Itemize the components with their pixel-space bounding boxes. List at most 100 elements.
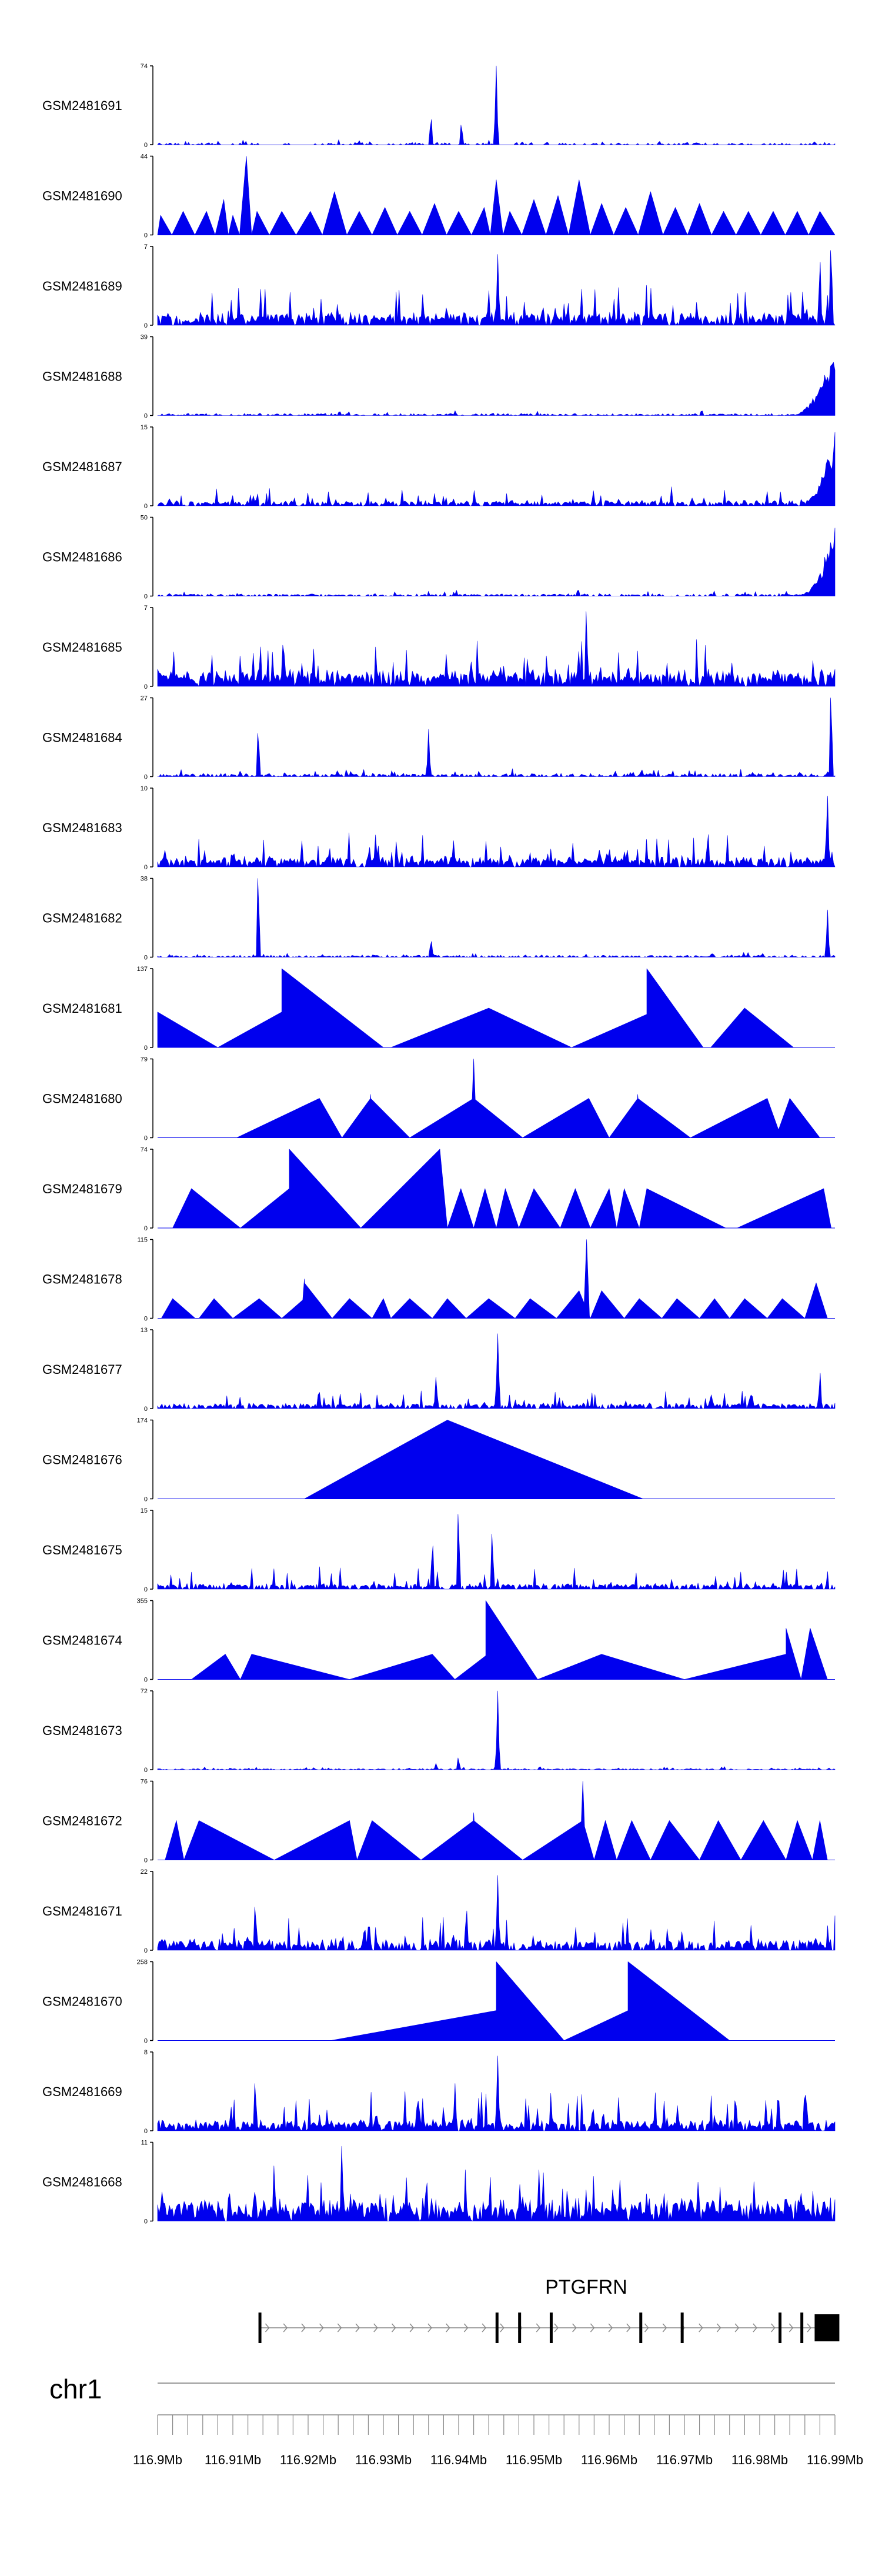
signal-segment — [213, 1298, 233, 1319]
signal-segment — [409, 1098, 474, 1138]
y-min-label: 0 — [144, 1857, 148, 1864]
signal-segment — [767, 1298, 783, 1319]
signal-segment — [533, 1188, 561, 1229]
signal-segment — [616, 1188, 624, 1229]
y-max-label: 76 — [141, 1778, 148, 1786]
strand-arrow-icon — [554, 2323, 559, 2333]
y-max-label: 72 — [141, 1688, 148, 1695]
y-max-label: 50 — [141, 515, 148, 522]
track-GSM2481678: GSM2481678 115 0 — [42, 1237, 835, 1323]
y-min-label: 0 — [144, 413, 148, 420]
y-min-label: 0 — [144, 2128, 148, 2135]
signal-segment — [281, 1298, 305, 1319]
strand-arrow-icon — [427, 2323, 432, 2333]
strand-arrow-icon — [337, 2323, 342, 2333]
signal-segment — [639, 1298, 662, 1319]
strand-arrow-icon — [536, 2323, 541, 2333]
signal-segment — [349, 1298, 373, 1319]
strand-arrow-icon — [644, 2323, 649, 2333]
signal-segment — [191, 1654, 226, 1680]
signal-segment — [349, 1654, 433, 1680]
track-GSM2481686: GSM2481686 50 0 — [42, 515, 836, 600]
signal-segment — [370, 1098, 410, 1138]
strand-arrow-icon — [716, 2323, 721, 2333]
track-GSM2481679: GSM2481679 74 0 — [42, 1146, 835, 1232]
signal-segment — [609, 1188, 617, 1229]
y-max-label: 38 — [141, 876, 148, 883]
signal-segment — [767, 1098, 779, 1138]
signal-segment — [383, 1298, 392, 1319]
y-max-label: 10 — [141, 785, 148, 792]
signal-segment — [669, 1820, 700, 1860]
signal-segment — [530, 1298, 557, 1319]
signal-segment — [684, 1654, 787, 1680]
y-min-label: 0 — [144, 774, 148, 781]
signal-segment — [616, 1820, 632, 1860]
signal-segment — [624, 1298, 640, 1319]
signal-segment — [319, 1098, 342, 1138]
signal-segment — [575, 1188, 591, 1229]
signal-segment — [447, 1298, 467, 1319]
x-tick-label: 116.95Mb — [506, 2452, 562, 2467]
signal-segment — [605, 1820, 617, 1860]
signal-peak — [157, 215, 172, 235]
y-max-label: 174 — [137, 1417, 148, 1424]
signal-segment — [218, 1012, 282, 1048]
track-label: GSM2481688 — [42, 369, 122, 384]
signal-area — [157, 432, 836, 506]
y-min-label: 0 — [144, 2218, 148, 2225]
y-max-label: 15 — [141, 1507, 148, 1514]
signal-segment — [172, 1298, 196, 1319]
signal-segment — [778, 1098, 790, 1138]
signal-peak — [638, 191, 663, 235]
track-GSM2481687: GSM2481687 15 0 — [42, 424, 836, 510]
y-min-label: 0 — [144, 1135, 148, 1142]
track-GSM2481670: GSM2481670 258 0 — [42, 1959, 835, 2045]
signal-segment — [447, 1420, 643, 1499]
y-max-label: 7 — [144, 243, 148, 251]
signal-peak — [471, 207, 491, 235]
strand-arrow-icon — [771, 2323, 776, 2333]
track-GSM2481683: GSM2481683 10 0 — [42, 785, 836, 871]
track-label: GSM2481676 — [42, 1453, 122, 1467]
x-tick-label: 116.97Mb — [656, 2452, 713, 2467]
signal-segment — [165, 1820, 177, 1860]
track-label: GSM2481689 — [42, 279, 122, 293]
signal-area — [157, 528, 836, 596]
signal-segment — [259, 1298, 282, 1319]
signal-peak — [195, 211, 216, 235]
track-label: GSM2481674 — [42, 1633, 122, 1648]
x-tick-label: 116.94Mb — [430, 2452, 487, 2467]
signal-segment — [304, 1282, 333, 1319]
signal-segment — [812, 1820, 820, 1860]
gene-exon — [258, 2313, 262, 2343]
chromosome-label: chr1 — [49, 2374, 102, 2404]
track-GSM2481676: GSM2481676 174 0 — [42, 1417, 835, 1503]
signal-peak — [785, 211, 809, 235]
track-label: GSM2481685 — [42, 640, 122, 655]
signal-segment — [690, 1098, 768, 1138]
gene-exon — [779, 2313, 782, 2343]
y-min-label: 0 — [144, 683, 148, 690]
track-label: GSM2481686 — [42, 550, 122, 565]
signal-segment — [601, 1290, 624, 1319]
signal-segment — [488, 1007, 572, 1048]
signal-segment — [485, 1188, 497, 1229]
signal-area — [157, 2056, 836, 2131]
signal-segment — [439, 1149, 448, 1229]
y-max-label: 27 — [141, 695, 148, 702]
strand-arrow-icon — [391, 2323, 396, 2333]
strand-arrow-icon — [265, 2323, 270, 2333]
gene-exon — [639, 2313, 643, 2343]
signal-segment — [556, 1290, 580, 1319]
track-label: GSM2481669 — [42, 2084, 122, 2099]
track-label: GSM2481677 — [42, 1362, 122, 1377]
strand-arrow-icon — [373, 2323, 378, 2333]
track-label: GSM2481673 — [42, 1723, 122, 1738]
signal-segment — [820, 1820, 828, 1860]
signal-segment — [289, 1149, 361, 1229]
signal-segment — [232, 1298, 260, 1319]
signal-peak — [711, 211, 736, 235]
track-GSM2481669: GSM2481669 8 0 — [42, 2049, 836, 2135]
signal-segment — [699, 1820, 719, 1860]
